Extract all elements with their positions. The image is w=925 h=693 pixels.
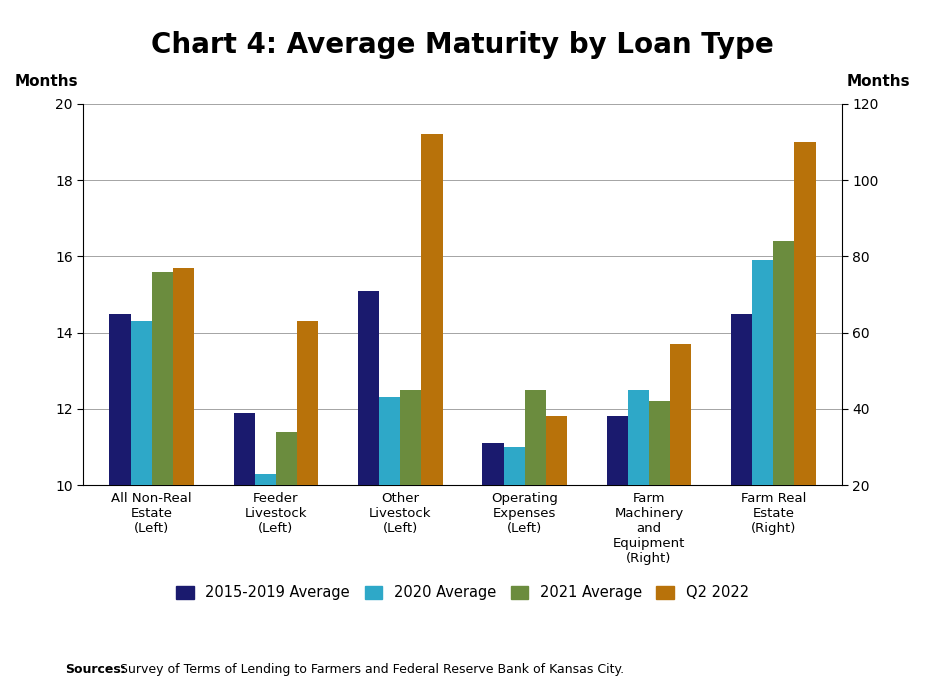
Text: Months: Months [846, 73, 910, 89]
Text: Sources:: Sources: [65, 663, 126, 676]
Bar [752, 260, 773, 485]
Bar [773, 241, 795, 485]
Bar [276, 432, 297, 485]
Bar [670, 344, 691, 485]
Bar [379, 397, 401, 485]
Bar [297, 321, 318, 485]
Bar [255, 474, 276, 485]
Bar [628, 389, 649, 485]
Text: Chart 4: Average Maturity by Loan Type: Chart 4: Average Maturity by Loan Type [151, 31, 774, 59]
Text: Months: Months [15, 73, 79, 89]
Bar [731, 313, 752, 485]
Bar [524, 389, 546, 485]
Bar [483, 444, 503, 485]
Bar [130, 321, 152, 485]
Bar [503, 447, 524, 485]
Bar [607, 416, 628, 485]
Bar [109, 313, 130, 485]
Bar [546, 416, 567, 485]
Bar [173, 267, 194, 485]
Bar [401, 389, 422, 485]
Text: Survey of Terms of Lending to Farmers and Federal Reserve Bank of Kansas City.: Survey of Terms of Lending to Farmers an… [116, 663, 623, 676]
Bar [795, 142, 816, 485]
Bar [234, 412, 255, 485]
Bar [152, 272, 173, 485]
Bar [358, 291, 379, 485]
Bar [649, 401, 670, 485]
Legend: 2015-2019 Average, 2020 Average, 2021 Average, Q2 2022: 2015-2019 Average, 2020 Average, 2021 Av… [170, 579, 755, 606]
Bar [422, 134, 442, 485]
